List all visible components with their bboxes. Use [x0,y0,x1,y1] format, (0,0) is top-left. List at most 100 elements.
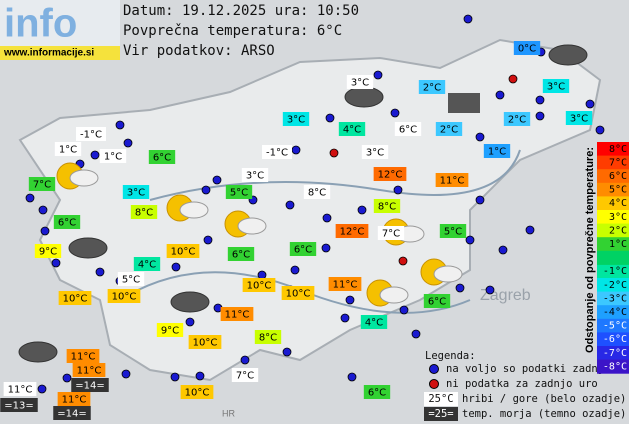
scale-label: 3°C [609,212,627,223]
station-label: -1°C [80,130,102,141]
station-dot [475,132,485,142]
station-label-box [435,122,463,136]
cloud-icon [379,286,409,304]
station-dot [171,262,181,272]
station-label-box [156,323,184,337]
station-label: 10°C [171,247,196,258]
station-label: 6°C [399,125,417,136]
station-label-box [148,150,176,164]
station-label-box [373,167,407,181]
legend-title: Legenda: [425,350,476,362]
station-dot [345,295,355,305]
station-label-box [34,244,62,258]
scale-label: 2°C [609,225,627,236]
station-label: 7°C [236,371,254,382]
scale-swatch [597,210,629,225]
scale-label: -5°C [603,321,627,332]
station-label: 10°C [63,294,88,305]
station-label-box [3,382,37,396]
station-label-box [107,289,141,303]
station-label-box [53,215,81,229]
station-label: =13= [4,401,33,412]
station-label-box [122,185,150,199]
station-dot [121,369,131,379]
station-label-box [180,385,214,399]
station-dot [525,225,535,235]
station-label-box [71,378,109,392]
station-label: 6°C [294,245,312,256]
station-label-box [117,272,145,286]
station-label: 11°C [71,352,96,363]
legend-text: ni podatka za zadnjo uro [446,378,598,390]
scale-label: -2°C [603,280,627,291]
station-label-box [361,145,389,159]
scale-swatch [597,346,629,361]
legend-text: hribi / gore (belo ozadje) [462,393,626,405]
station-label-box [565,111,593,125]
station-label: 3°C [547,82,565,93]
station-label-box [53,406,91,420]
scale-label: -7°C [603,348,627,359]
station-label: 6°C [153,153,171,164]
station-label: 7°C [33,180,51,191]
station-dot [51,258,61,268]
station-label: 3°C [287,115,305,126]
station-label: 8°C [378,202,396,213]
scale-swatch [597,237,629,252]
station-dot [37,384,47,394]
scale-swatch [597,142,629,157]
river [149,149,521,201]
station-label-box [241,168,269,182]
station-label-box [166,244,200,258]
station-label: 3°C [366,148,384,159]
station-dot [340,313,350,323]
cloud-icon [170,291,210,313]
station-dot [257,270,267,280]
site: www.informacije.si [3,48,94,59]
scale-swatch [597,196,629,211]
station-dot [203,235,213,245]
legend-text: na voljo so podatki zadnje ure [446,363,629,375]
scale-swatch [597,359,629,374]
scale-swatch [597,169,629,184]
station-dot [393,185,403,195]
station-label-box [439,224,467,238]
cloud-icon [69,169,99,187]
station-dot [170,372,180,382]
station-label: 11°C [440,176,465,187]
station-dot [390,108,400,118]
station-label-box [99,149,127,163]
station-dot [185,317,195,327]
station-label: 10°C [193,338,218,349]
station-dot [463,14,473,24]
scale-swatch [597,223,629,238]
scale-label: 7°C [609,157,627,168]
station-label: 6°C [232,250,250,261]
station-dot [95,267,105,277]
station-dot [373,70,383,80]
station-label-box [338,122,366,136]
station-dot [90,150,100,160]
station-dot [411,329,421,339]
station-label: 11°C [8,385,33,396]
station-label: 11°C [62,395,87,406]
station-dot [455,283,465,293]
legend-dot [429,364,439,374]
scale-swatch [597,278,629,293]
station-label-box [435,173,469,187]
scale-label: 8°C [609,144,627,155]
station-label-box [423,294,451,308]
station-dot [465,235,475,245]
station-label-box [394,122,422,136]
station-dot [285,200,295,210]
scale-swatch [597,318,629,333]
cloud-icon [18,341,58,363]
station-label-box [262,145,292,159]
station-label-box [254,330,282,344]
station-label-box [282,112,310,126]
station-label: =14= [57,409,86,420]
average-temperature: Povprečna temperatura: 6°C [123,23,342,39]
station-label: -1°C [266,148,288,159]
station-dot [38,205,48,215]
missing-dot [398,256,408,266]
